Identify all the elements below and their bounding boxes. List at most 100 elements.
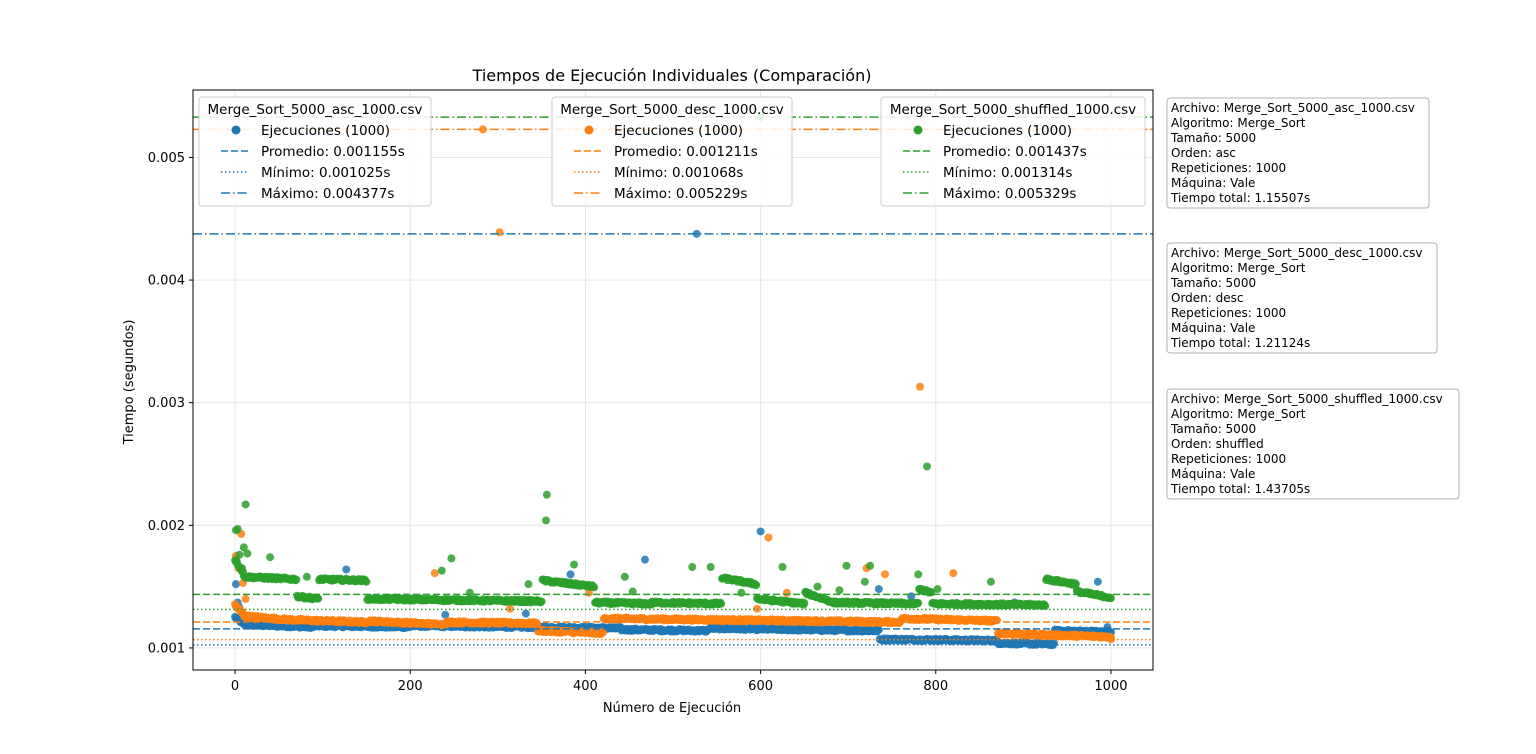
legend-marker <box>913 125 923 135</box>
outlier-point <box>860 577 869 586</box>
outlier-point <box>541 516 550 525</box>
chart-title: Tiempos de Ejecución Individuales (Compa… <box>472 66 872 85</box>
data-point <box>1106 594 1115 603</box>
outlier-point <box>835 586 844 595</box>
outlier-point <box>880 570 889 579</box>
legend-label: Máximo: 0.005329s <box>943 186 1076 202</box>
info-boxes: Archivo: Merge_Sort_5000_asc_1000.csvAlg… <box>1166 97 1460 500</box>
legend-box <box>198 96 432 207</box>
outlier-point <box>778 562 787 571</box>
outlier-point <box>465 588 474 597</box>
data-point <box>314 594 323 603</box>
info-line: Máquina: Vale <box>1171 467 1255 481</box>
data-point <box>362 577 371 586</box>
info-line: Tiempo total: 1.43705s <box>1170 482 1310 496</box>
info-line: Algoritmo: Merge_Sort <box>1171 116 1306 130</box>
x-tick-label: 800 <box>923 679 948 694</box>
outlier-point <box>241 594 250 603</box>
info-line: Orden: desc <box>1171 291 1243 305</box>
outlier-point <box>430 569 439 578</box>
outlier-point <box>231 580 240 589</box>
info-line: Tamaño: 5000 <box>1170 131 1256 145</box>
x-tick-label: 200 <box>398 679 423 694</box>
info-box-frame <box>1166 388 1460 500</box>
info-line: Orden: shuffled <box>1171 437 1264 451</box>
legend-label: Mínimo: 0.001068s <box>614 165 743 181</box>
info-line: Máquina: Vale <box>1171 176 1255 190</box>
info-line: Repeticiones: 1000 <box>1171 306 1286 320</box>
info-line: Repeticiones: 1000 <box>1171 452 1286 466</box>
legend-1: Merge_Sort_5000_desc_1000.csv Ejecuciones… <box>551 96 793 207</box>
outlier-point <box>628 587 637 596</box>
y-tick-label: 0.001 <box>148 641 185 656</box>
legend-marker <box>584 125 594 135</box>
outlier-point <box>495 228 504 237</box>
legends: Merge_Sort_5000_asc_1000.csv Ejecuciones … <box>198 96 1146 207</box>
legend-label: Mínimo: 0.001314s <box>943 165 1072 181</box>
outlier-point <box>302 572 311 581</box>
axis-ticks: 0 200 400 600 800 1000 0.001 0.002 0.003 0.004 0.0… <box>148 151 1128 694</box>
outlier-point <box>1093 577 1102 586</box>
x-tick-label: 1000 <box>1094 679 1127 694</box>
legend-label: Ejecuciones (1000) <box>614 123 743 139</box>
outlier-point <box>566 570 575 579</box>
outlier-point <box>782 588 791 597</box>
outlier-point <box>239 543 248 552</box>
y-tick-label: 0.002 <box>148 519 185 534</box>
plot-area <box>193 113 1153 650</box>
data-point <box>292 575 301 584</box>
outlier-point <box>441 610 450 619</box>
legend-box <box>880 96 1146 207</box>
legend-label: Máximo: 0.005229s <box>614 186 747 202</box>
info-line: Tiempo total: 1.21124s <box>1170 336 1310 350</box>
legend-label: Máximo: 0.004377s <box>261 186 394 202</box>
info-line: Repeticiones: 1000 <box>1171 161 1286 175</box>
info-line: Archivo: Merge_Sort_5000_shuffled_1000.c… <box>1171 392 1443 406</box>
outlier-point <box>342 565 351 574</box>
data-point <box>1071 580 1080 589</box>
outlier-point <box>233 524 242 533</box>
info-box-0: Archivo: Merge_Sort_5000_asc_1000.csvAlg… <box>1166 97 1430 209</box>
outlier-point <box>842 561 851 570</box>
legend-box <box>551 96 793 207</box>
outlier-point <box>478 125 487 134</box>
legend-2: Merge_Sort_5000_shuffled_1000.csv Ejecuci… <box>880 96 1146 207</box>
data-point <box>717 599 726 608</box>
info-box-frame <box>1166 242 1438 354</box>
outlier-point <box>986 577 995 586</box>
legend-title: Merge_Sort_5000_shuffled_1000.csv <box>890 102 1136 118</box>
data-point <box>752 581 761 590</box>
data-point <box>914 599 923 608</box>
outlier-point <box>874 585 883 594</box>
info-line: Orden: asc <box>1171 146 1236 160</box>
info-line: Tamaño: 5000 <box>1170 276 1256 290</box>
outlier-point <box>933 585 942 594</box>
series-2-points <box>231 113 1115 611</box>
x-tick-label: 600 <box>748 679 773 694</box>
outlier-point <box>1106 635 1115 644</box>
info-box-2: Archivo: Merge_Sort_5000_shuffled_1000.c… <box>1166 388 1460 500</box>
outlier-point <box>437 566 446 575</box>
y-axis-title: Tiempo (segundos) <box>122 320 137 446</box>
legend-title: Merge_Sort_5000_asc_1000.csv <box>208 102 423 118</box>
info-line: Algoritmo: Merge_Sort <box>1171 261 1306 275</box>
data-point <box>993 616 1002 625</box>
legend-label: Ejecuciones (1000) <box>261 123 390 139</box>
outlier-point <box>923 462 932 471</box>
legend-0: Merge_Sort_5000_asc_1000.csv Ejecuciones … <box>198 96 432 207</box>
x-axis-title: Número de Ejecución <box>603 701 741 716</box>
outlier-point <box>235 550 244 559</box>
data-point <box>1050 639 1059 648</box>
outlier-point <box>737 588 746 597</box>
series-0-points <box>231 229 1115 650</box>
outlier-point <box>916 382 925 391</box>
y-tick-label: 0.003 <box>148 396 185 411</box>
outlier-point <box>949 569 958 578</box>
info-line: Máquina: Vale <box>1171 321 1255 335</box>
info-line: Archivo: Merge_Sort_5000_desc_1000.csv <box>1171 246 1422 260</box>
outlier-point <box>706 562 715 571</box>
info-line: Archivo: Merge_Sort_5000_asc_1000.csv <box>1171 101 1415 115</box>
data-point <box>590 583 599 592</box>
legend-label: Promedio: 0.001155s <box>261 144 405 160</box>
